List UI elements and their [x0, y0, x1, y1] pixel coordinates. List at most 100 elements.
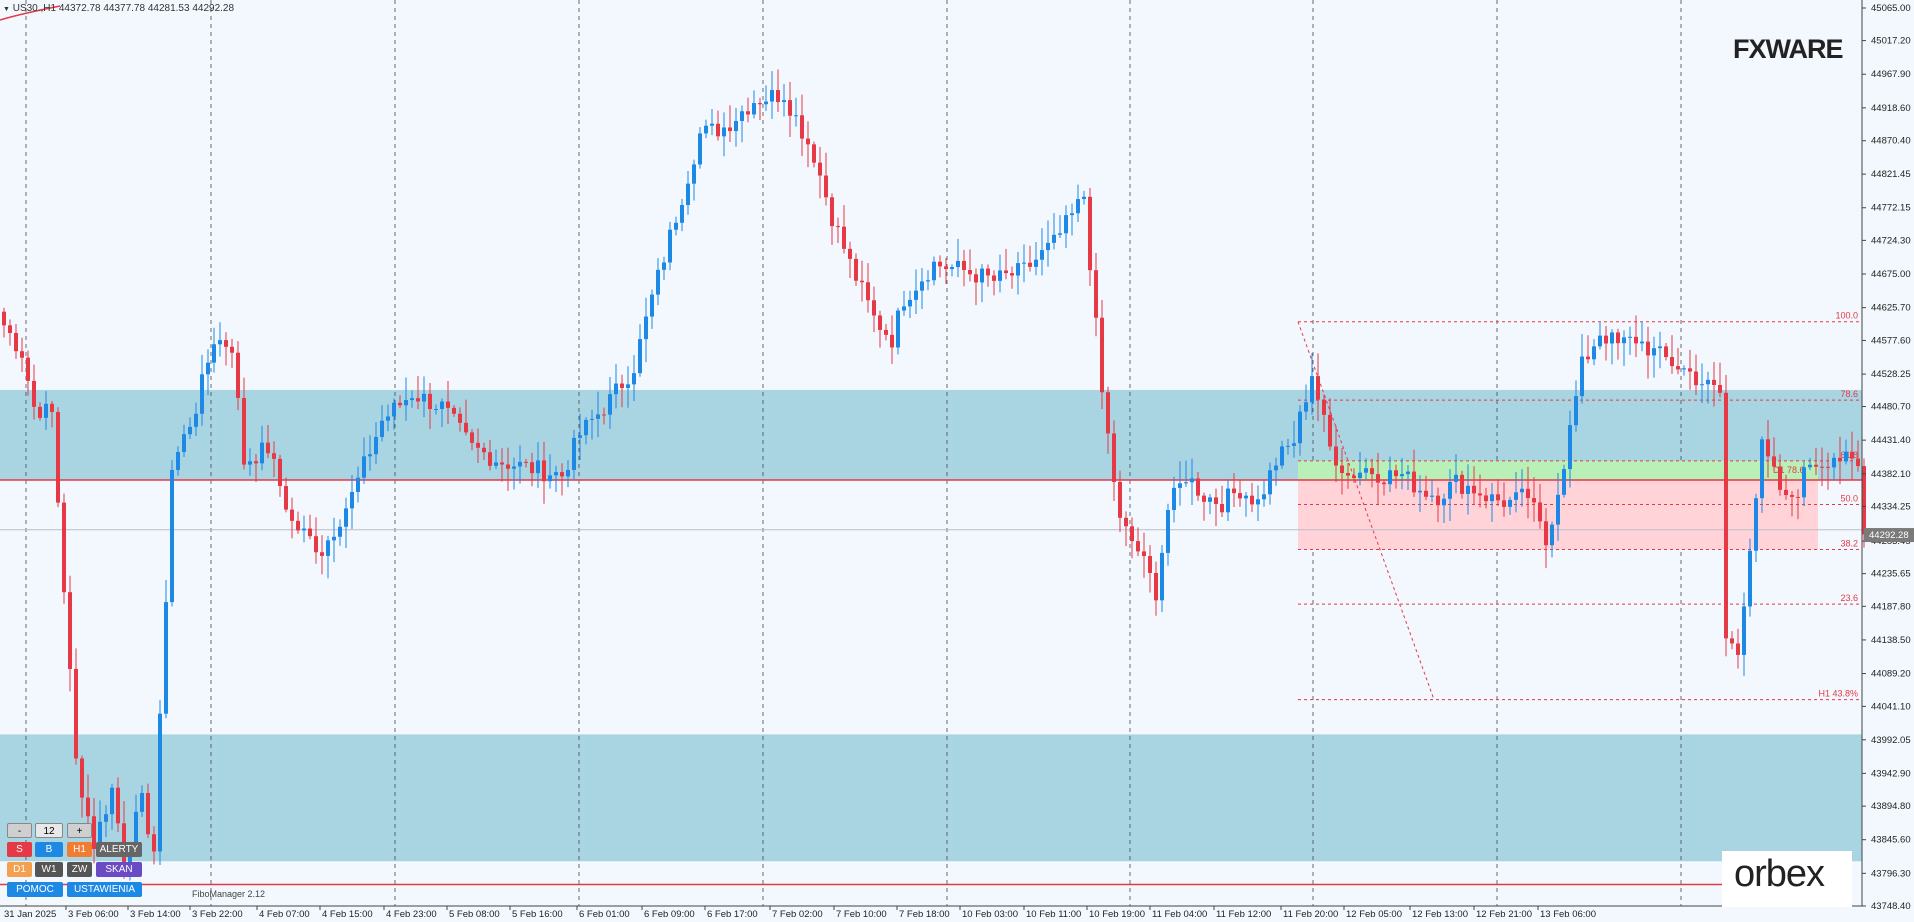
current-price-label: 44292.28: [1869, 530, 1909, 541]
candle-body: [1664, 346, 1668, 358]
candle-body: [1322, 399, 1326, 415]
candle-body: [86, 797, 90, 817]
skan-button[interactable]: SKAN: [96, 862, 142, 877]
price-axis-label: 44382.10: [1871, 469, 1911, 480]
candle-body: [1154, 572, 1158, 601]
candle-body: [866, 282, 870, 301]
candle-body: [74, 668, 78, 759]
candle-body: [1748, 550, 1752, 607]
candle-body: [1076, 199, 1080, 214]
candle-body: [950, 267, 954, 270]
candle-body: [386, 416, 390, 421]
candle-body: [362, 456, 366, 478]
candle-body: [1514, 492, 1518, 500]
price-axis-label: 44967.90: [1871, 69, 1911, 80]
candle-body: [1340, 465, 1344, 474]
time-axis-label: 5 Feb 08:00: [449, 909, 500, 920]
candle-body: [608, 394, 612, 415]
candle-body: [518, 461, 522, 467]
candle-body: [1196, 478, 1200, 496]
candle-body: [680, 205, 684, 223]
candle-body: [1232, 488, 1236, 494]
time-axis-label: 12 Feb 13:00: [1412, 909, 1468, 920]
candle-body: [752, 103, 756, 115]
candle-body: [698, 133, 702, 165]
orbex-logo: orbex: [1734, 853, 1825, 895]
candle-body: [1610, 332, 1614, 344]
candle-body: [1124, 517, 1128, 527]
pomoc-button[interactable]: POMOC: [7, 882, 63, 897]
candle-body: [1856, 458, 1860, 467]
candle-body: [842, 226, 846, 249]
candle-body: [260, 442, 264, 464]
candle-body: [902, 306, 906, 311]
fib-level-label: 50.0: [1840, 494, 1858, 504]
symbol-name: US30.,H1: [12, 3, 57, 14]
candle-body: [1040, 250, 1044, 260]
candle-body: [1202, 495, 1206, 502]
candle-body: [1772, 456, 1776, 467]
candle-body: [1034, 259, 1038, 267]
candle-body: [1754, 498, 1758, 551]
candle-body: [1346, 473, 1350, 476]
sell-button[interactable]: S: [7, 842, 32, 857]
candle-body: [1640, 341, 1644, 344]
time-axis-label: 5 Feb 16:00: [512, 909, 563, 920]
price-axis-label: 43942.90: [1871, 768, 1911, 779]
fib-green-zone-label: D1 78.6: [1773, 465, 1805, 475]
candle-body: [374, 436, 378, 455]
candle-body: [572, 437, 576, 470]
time-axis-label: 31 Jan 2025: [4, 909, 56, 920]
d1-button[interactable]: D1: [7, 862, 32, 877]
candle-body: [1310, 376, 1314, 403]
candle-body: [152, 834, 156, 852]
candle-body: [1286, 445, 1290, 447]
candle-body: [302, 528, 306, 531]
candle-body: [740, 111, 744, 121]
time-axis-label: 6 Feb 17:00: [707, 909, 758, 920]
buy-button[interactable]: B: [35, 842, 63, 857]
candle-body: [824, 175, 828, 198]
candle-body: [146, 792, 150, 835]
time-axis-label: 13 Feb 06:00: [1540, 909, 1596, 920]
candle-body: [596, 414, 600, 419]
candle-body: [1700, 384, 1704, 386]
candle-body: [1382, 482, 1386, 485]
decrease-button[interactable]: -: [7, 823, 32, 838]
dropdown-arrow-icon[interactable]: ▼: [3, 6, 10, 13]
candle-body: [1766, 439, 1770, 457]
candle-body: [1688, 368, 1692, 372]
candle-body: [830, 197, 834, 227]
candle-body: [1586, 356, 1590, 360]
candle-body: [1298, 411, 1302, 444]
candle-body: [1604, 335, 1608, 344]
alerty-button[interactable]: ALERTY: [96, 842, 142, 857]
candle-body: [350, 491, 354, 509]
candle-body: [500, 462, 504, 465]
candle-body: [1070, 213, 1074, 216]
candle-body: [1790, 495, 1794, 497]
candle-body: [758, 103, 762, 105]
candle-body: [182, 434, 186, 453]
increase-button[interactable]: +: [67, 823, 92, 838]
ustawienia-button[interactable]: USTAWIENIA: [67, 882, 142, 897]
candle-body: [908, 299, 912, 307]
candle-body: [1538, 502, 1542, 522]
w1-button[interactable]: W1: [35, 862, 63, 877]
candle-body: [944, 266, 948, 270]
candle-body: [482, 447, 486, 453]
candle-body: [170, 470, 174, 603]
candle-body: [1394, 470, 1398, 477]
candle-body: [1292, 443, 1296, 446]
candle-body: [290, 509, 294, 521]
candle-body: [992, 275, 996, 281]
candle-body: [140, 792, 144, 812]
zw-button[interactable]: ZW: [67, 862, 92, 877]
candle-body: [1442, 498, 1446, 506]
candle-body: [1448, 481, 1452, 499]
fib-diagonal-line: [1297, 321, 1435, 700]
candle-body: [1022, 262, 1026, 264]
h1-button[interactable]: H1: [67, 842, 92, 857]
candle-body: [1352, 475, 1356, 479]
